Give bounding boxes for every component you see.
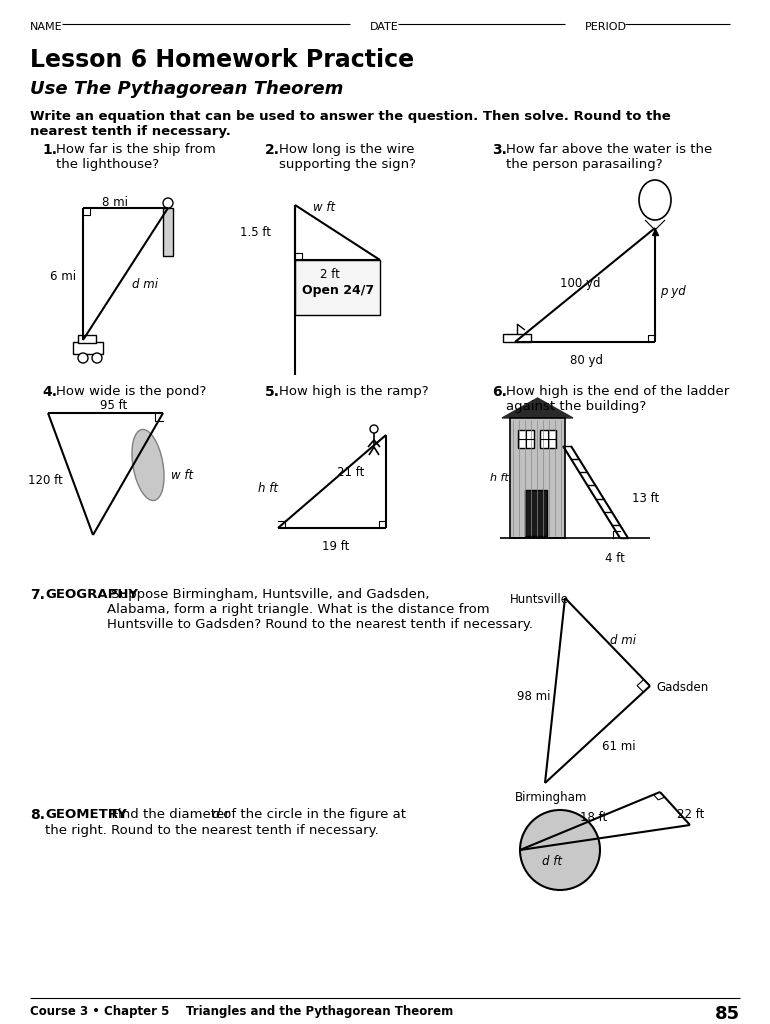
FancyBboxPatch shape <box>518 430 534 449</box>
Text: 100 yd: 100 yd <box>560 278 601 290</box>
Text: 8.: 8. <box>30 808 45 822</box>
Text: Suppose Birmingham, Huntsville, and Gadsden,
Alabama, form a right triangle. Wha: Suppose Birmingham, Huntsville, and Gads… <box>107 588 533 631</box>
Text: 98 mi: 98 mi <box>517 690 551 703</box>
Text: How high is the end of the ladder
against the building?: How high is the end of the ladder agains… <box>506 385 729 413</box>
FancyBboxPatch shape <box>503 334 531 342</box>
Text: Course 3 • Chapter 5    Triangles and the Pythagorean Theorem: Course 3 • Chapter 5 Triangles and the P… <box>30 1005 454 1018</box>
Text: d mi: d mi <box>132 278 158 291</box>
Text: Lesson 6 Homework Practice: Lesson 6 Homework Practice <box>30 48 414 72</box>
FancyBboxPatch shape <box>510 418 565 538</box>
Text: w ft: w ft <box>171 469 193 482</box>
Text: 4 ft: 4 ft <box>605 552 625 565</box>
Text: How far is the ship from
the lighthouse?: How far is the ship from the lighthouse? <box>56 143 216 171</box>
Text: d mi: d mi <box>610 634 635 647</box>
Text: 22 ft: 22 ft <box>677 809 705 821</box>
Text: d ft: d ft <box>542 855 562 868</box>
Text: 3.: 3. <box>492 143 507 157</box>
Text: p yd: p yd <box>660 285 686 298</box>
Text: GEOMETRY: GEOMETRY <box>45 808 127 821</box>
Text: w ft: w ft <box>313 201 335 214</box>
Text: 95 ft: 95 ft <box>101 399 128 412</box>
Text: the right. Round to the nearest tenth if necessary.: the right. Round to the nearest tenth if… <box>45 824 379 837</box>
Circle shape <box>163 198 173 208</box>
Text: DATE: DATE <box>370 22 399 32</box>
Text: h ft: h ft <box>490 473 509 483</box>
Text: 4.: 4. <box>42 385 57 399</box>
Text: 8 mi: 8 mi <box>102 196 128 209</box>
Text: 2.: 2. <box>265 143 280 157</box>
Text: 80 yd: 80 yd <box>570 354 603 367</box>
Ellipse shape <box>639 180 671 220</box>
Text: 120 ft: 120 ft <box>28 474 62 487</box>
FancyBboxPatch shape <box>163 208 173 256</box>
Circle shape <box>92 353 102 362</box>
Ellipse shape <box>132 429 164 501</box>
Text: h ft: h ft <box>258 481 278 495</box>
Circle shape <box>520 810 600 890</box>
Text: 85: 85 <box>715 1005 740 1023</box>
Text: GEOGRAPHY: GEOGRAPHY <box>45 588 138 601</box>
Text: 5.: 5. <box>265 385 280 399</box>
Text: 6.: 6. <box>492 385 507 399</box>
Text: 7.: 7. <box>30 588 45 602</box>
Text: How high is the ramp?: How high is the ramp? <box>279 385 429 398</box>
Text: d: d <box>211 808 219 821</box>
Text: 6 mi: 6 mi <box>50 270 76 283</box>
Polygon shape <box>502 398 573 418</box>
Text: How far above the water is the
the person parasailing?: How far above the water is the the perso… <box>506 143 712 171</box>
Text: How long is the wire
supporting the sign?: How long is the wire supporting the sign… <box>279 143 416 171</box>
Text: PERIOD: PERIOD <box>585 22 627 32</box>
FancyBboxPatch shape <box>295 260 380 315</box>
Text: 18 ft: 18 ft <box>580 811 608 824</box>
Text: 1.: 1. <box>42 143 57 157</box>
FancyBboxPatch shape <box>73 342 103 354</box>
Text: 61 mi: 61 mi <box>602 739 636 753</box>
Text: 1.5 ft: 1.5 ft <box>240 226 271 239</box>
Text: 19 ft: 19 ft <box>322 540 350 553</box>
Text: Birmingham: Birmingham <box>515 791 588 804</box>
Text: of the circle in the figure at: of the circle in the figure at <box>219 808 406 821</box>
Text: Use The Pythagorean Theorem: Use The Pythagorean Theorem <box>30 80 343 98</box>
FancyBboxPatch shape <box>78 335 96 343</box>
Text: Open 24/7: Open 24/7 <box>302 284 374 297</box>
Text: Gadsden: Gadsden <box>656 681 708 694</box>
FancyBboxPatch shape <box>525 490 547 536</box>
Circle shape <box>370 425 378 433</box>
Text: How wide is the pond?: How wide is the pond? <box>56 385 206 398</box>
Text: NAME: NAME <box>30 22 62 32</box>
FancyBboxPatch shape <box>540 430 556 449</box>
Text: Find the diameter: Find the diameter <box>103 808 234 821</box>
Text: Write an equation that can be used to answer the question. Then solve. Round to : Write an equation that can be used to an… <box>30 110 671 138</box>
Text: Huntsville: Huntsville <box>510 593 569 606</box>
Text: 21 ft: 21 ft <box>337 467 364 479</box>
Text: 13 ft: 13 ft <box>632 492 659 505</box>
Text: 2 ft: 2 ft <box>320 268 340 281</box>
Circle shape <box>78 353 88 362</box>
